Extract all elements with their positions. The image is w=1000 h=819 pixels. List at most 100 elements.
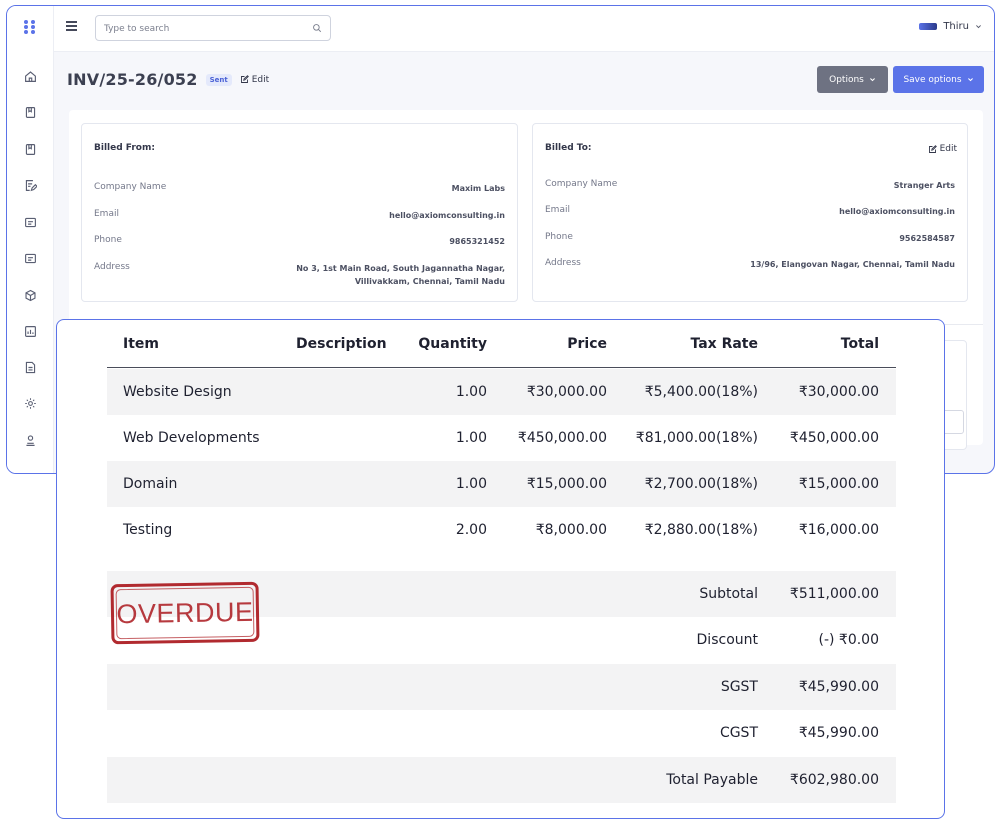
summary-label: CGST xyxy=(719,725,758,741)
summary-value: ₹45,990.00 xyxy=(798,725,879,741)
edit-icon xyxy=(928,144,937,153)
save-options-button[interactable]: Save options xyxy=(893,66,984,93)
wallet-icon[interactable] xyxy=(7,247,54,269)
header-total: Total xyxy=(840,335,879,352)
edit-icon xyxy=(240,75,249,83)
table-row: Web Developments 1.00 ₹450,000.00 ₹81,00… xyxy=(107,415,896,461)
item-name: Testing xyxy=(123,522,173,538)
item-name: Website Design xyxy=(123,384,232,400)
settings-icon[interactable] xyxy=(7,392,54,414)
item-name: Web Developments xyxy=(123,430,260,446)
field-value: hello@axiomconsulting.in xyxy=(389,211,505,220)
table-header: Item Description Quantity Price Tax Rate… xyxy=(107,320,896,368)
user-name: Thiru xyxy=(943,21,969,32)
item-description xyxy=(296,507,406,553)
item-tax: ₹2,700.00(18%) xyxy=(644,476,758,492)
summary-value: ₹602,980.00 xyxy=(789,772,879,788)
item-quantity: 1.00 xyxy=(455,384,487,400)
edit-note-icon[interactable] xyxy=(7,174,54,196)
header-description: Description xyxy=(296,335,387,352)
field-label: Address xyxy=(94,262,130,272)
chevron-down-icon xyxy=(967,78,973,82)
company-logo xyxy=(919,23,938,30)
item-tax: ₹2,880.00(18%) xyxy=(644,522,758,538)
field-value: Stranger Arts xyxy=(893,181,955,190)
home-icon[interactable] xyxy=(7,65,54,87)
edit-billed-to-link[interactable]: Edit xyxy=(928,144,957,154)
search-icon[interactable] xyxy=(312,23,322,33)
box-icon[interactable] xyxy=(7,284,54,306)
item-total: ₹450,000.00 xyxy=(789,430,879,446)
page-header: INV/25-26/052 Sent Edit xyxy=(67,70,269,89)
edit-invoice-link[interactable]: Edit xyxy=(240,75,269,85)
edit-label: Edit xyxy=(939,144,957,154)
options-label: Options xyxy=(829,74,864,85)
search-input[interactable] xyxy=(104,20,304,37)
item-quantity: 1.00 xyxy=(455,476,487,492)
status-badge: Sent xyxy=(205,73,232,86)
field-value: No 3, 1st Main Road, South Jagannatha Na… xyxy=(296,262,505,288)
summary-label: SGST xyxy=(720,679,758,695)
top-bar: Thiru xyxy=(54,6,994,52)
summary-value: ₹511,000.00 xyxy=(789,586,879,602)
summary-row-cgst: CGST ₹45,990.00 xyxy=(107,710,896,756)
item-quantity: 2.00 xyxy=(455,522,487,538)
field-label: Phone xyxy=(545,232,573,242)
field-value: 9865321452 xyxy=(449,237,505,246)
options-button[interactable]: Options xyxy=(817,66,888,93)
billed-to-card: Billed To: Edit Company Name Stranger Ar… xyxy=(532,123,968,302)
item-tax: ₹81,000.00(18%) xyxy=(635,430,758,446)
field-value: 13/96, Elangovan Nagar, Chennai, Tamil N… xyxy=(750,260,955,269)
quote-icon[interactable] xyxy=(7,138,54,160)
summary-row-sgst: SGST ₹45,990.00 xyxy=(107,664,896,710)
table-row: Website Design 1.00 ₹30,000.00 ₹5,400.00… xyxy=(107,369,896,415)
header-quantity: Quantity xyxy=(418,335,487,352)
field-label: Phone xyxy=(94,235,122,245)
summary-label: Subtotal xyxy=(699,586,758,602)
field-label: Address xyxy=(545,258,581,268)
chevron-down-icon xyxy=(869,78,875,82)
summary-value: ₹45,990.00 xyxy=(798,679,879,695)
item-total: ₹16,000.00 xyxy=(798,522,879,538)
table-row: Domain 1.00 ₹15,000.00 ₹2,700.00(18%) ₹1… xyxy=(107,461,896,507)
field-value: hello@axiomconsulting.in xyxy=(839,207,955,216)
invoice-items-panel: Item Description Quantity Price Tax Rate… xyxy=(56,319,945,819)
address-line-2: Villivakkam, Chennai, Tamil Nadu xyxy=(354,277,505,286)
billed-from-title: Billed From: xyxy=(94,143,155,153)
save-options-label: Save options xyxy=(903,74,962,85)
address-line-1: No 3, 1st Main Road, South Jagannatha Na… xyxy=(296,264,505,273)
item-price: ₹30,000.00 xyxy=(526,384,607,400)
summary-value: (-) ₹0.00 xyxy=(818,632,879,648)
invoice-icon[interactable] xyxy=(7,101,54,123)
invoice-number: INV/25-26/052 xyxy=(67,70,198,89)
app-logo-icon[interactable] xyxy=(24,20,36,34)
field-label: Email xyxy=(545,205,570,215)
item-total: ₹15,000.00 xyxy=(798,476,879,492)
item-description xyxy=(296,369,406,415)
stamp-text: OVERDUE xyxy=(116,596,254,629)
summary-label: Total Payable xyxy=(666,772,758,788)
field-label: Company Name xyxy=(545,179,618,189)
report-icon[interactable] xyxy=(7,320,54,342)
summary-row-discount: Discount (-) ₹0.00 xyxy=(107,617,896,663)
card-icon[interactable] xyxy=(7,211,54,233)
edit-label: Edit xyxy=(251,74,270,85)
overdue-stamp: OVERDUE xyxy=(110,581,260,645)
field-label: Company Name xyxy=(94,182,167,192)
summary-label: Discount xyxy=(696,632,758,648)
hamburger-icon[interactable] xyxy=(66,21,77,31)
item-description xyxy=(296,461,406,507)
chevron-down-icon xyxy=(976,25,981,29)
user-menu[interactable]: Thiru xyxy=(919,21,982,32)
sidebar-rail xyxy=(7,6,54,473)
billed-to-title: Billed To: xyxy=(545,143,592,153)
item-tax: ₹5,400.00(18%) xyxy=(644,384,758,400)
field-label: Email xyxy=(94,209,119,219)
header-item: Item xyxy=(123,335,159,352)
user-icon[interactable] xyxy=(7,429,54,451)
item-price: ₹450,000.00 xyxy=(517,430,607,446)
field-value: Maxim Labs xyxy=(451,184,505,193)
item-quantity: 1.00 xyxy=(455,430,487,446)
document-icon[interactable] xyxy=(7,356,54,378)
billed-from-card: Billed From: Company Name Maxim Labs Ema… xyxy=(81,123,518,302)
